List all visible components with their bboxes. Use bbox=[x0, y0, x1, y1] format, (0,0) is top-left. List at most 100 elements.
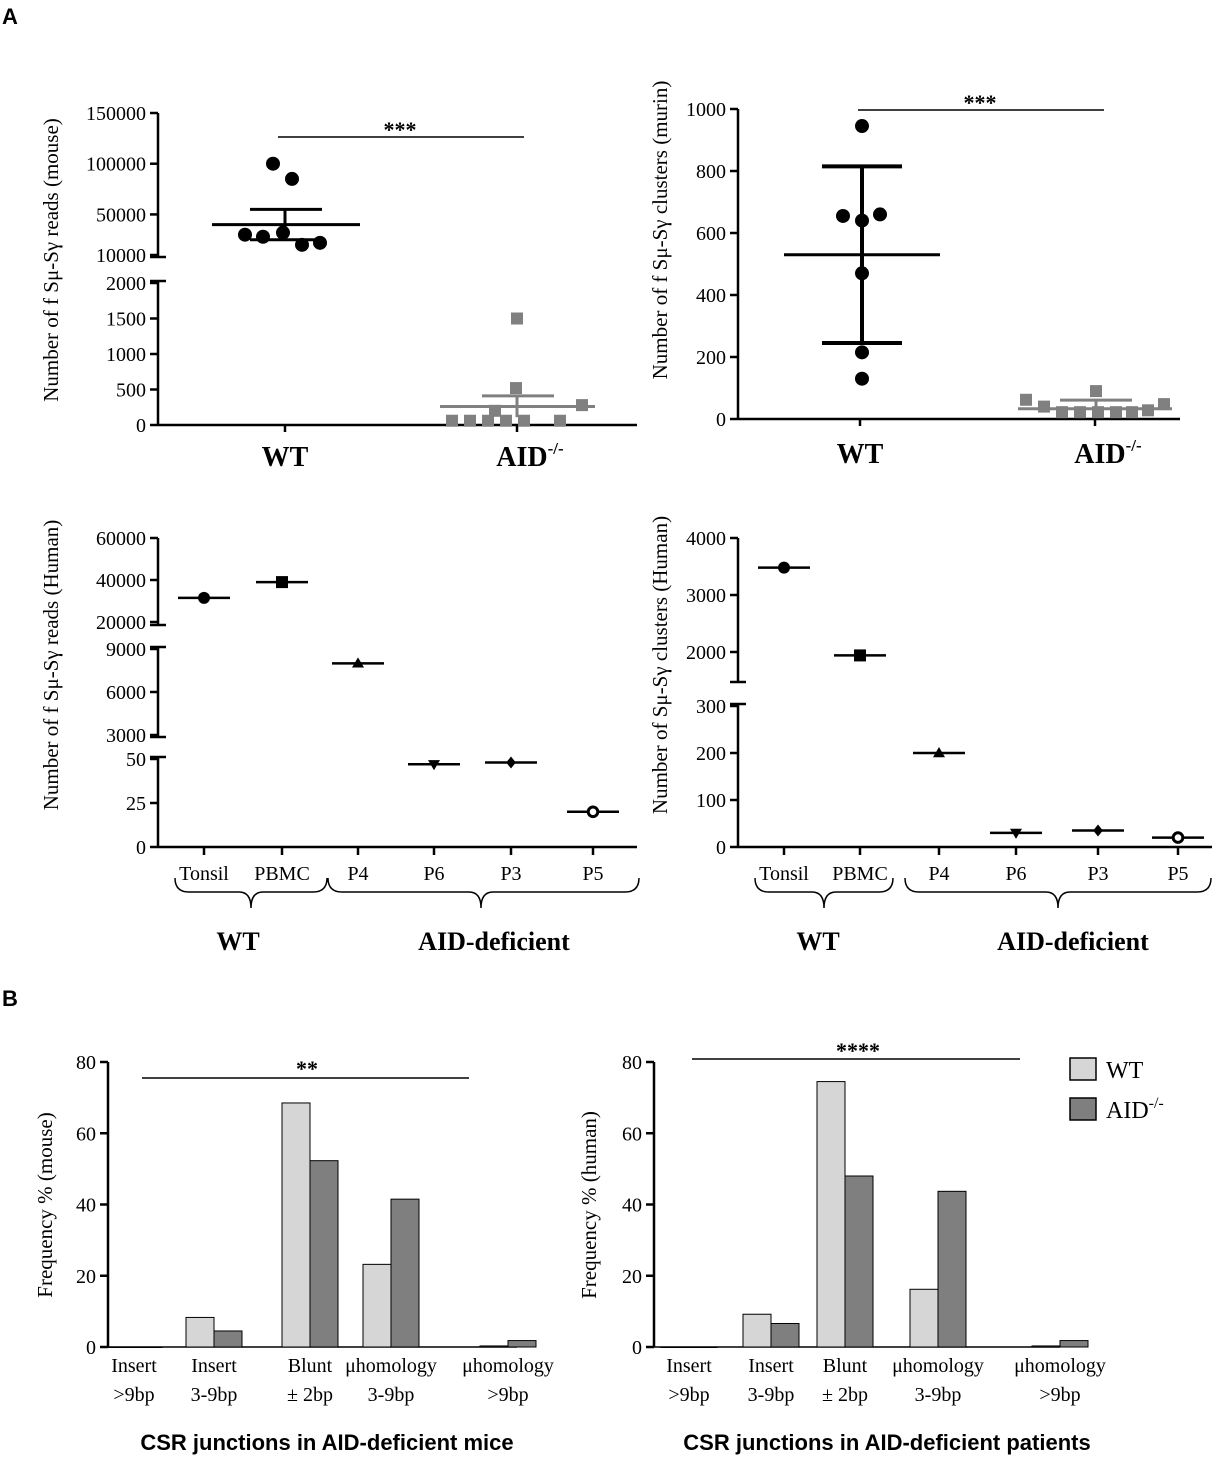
y-tick-label: 150000 bbox=[86, 103, 146, 125]
y-tick-label: 60 bbox=[622, 1123, 642, 1145]
bar-wt bbox=[105, 1346, 135, 1348]
significance-label: *** bbox=[964, 90, 997, 115]
y-tick-label: 0 bbox=[86, 1337, 96, 1359]
group-brace-aid bbox=[904, 877, 1212, 909]
bar-wt bbox=[816, 1081, 846, 1348]
y-axis-label: Number of f Sμ-Sγ reads (mouse) bbox=[39, 118, 63, 402]
data-point-wt bbox=[313, 235, 327, 250]
y-tick-label: 800 bbox=[696, 161, 726, 183]
x-category-wt: WT bbox=[837, 439, 884, 470]
y-tick-label: 0 bbox=[716, 837, 726, 859]
x-tick-label: μhomology bbox=[345, 1355, 437, 1377]
bar-aid bbox=[937, 1190, 967, 1348]
x-tick-label: P5 bbox=[1167, 863, 1188, 885]
chart-title: CSR junctions in AID-deficient patients bbox=[683, 1430, 1090, 1455]
data-point bbox=[1171, 831, 1185, 844]
x-tick-label: Insert bbox=[666, 1355, 712, 1377]
bar-aid bbox=[770, 1322, 800, 1348]
bar-aid bbox=[688, 1346, 718, 1348]
x-tick-label: Tonsil bbox=[759, 863, 809, 885]
data-point bbox=[1010, 828, 1022, 839]
x-tick-label: ± 2bp bbox=[822, 1384, 868, 1406]
y-tick-label: 1000 bbox=[106, 344, 146, 366]
data-point-aid bbox=[464, 414, 476, 427]
x-tick-label: 3-9bp bbox=[915, 1384, 962, 1406]
panel-letter-b: B bbox=[2, 986, 18, 1011]
x-tick-label: >9bp bbox=[668, 1384, 709, 1406]
y-axis-label: Frequency % (mouse) bbox=[33, 1112, 57, 1297]
legend: WT AID-/- bbox=[1069, 1057, 1164, 1124]
y-tick-label: 10000 bbox=[96, 245, 146, 267]
y-tick-label: 3000 bbox=[686, 585, 726, 607]
y-tick-label: 3000 bbox=[106, 725, 146, 747]
x-tick-label: Blunt bbox=[823, 1355, 868, 1377]
y-tick-label: 80 bbox=[76, 1052, 96, 1074]
bar-aid bbox=[133, 1346, 163, 1348]
data-point bbox=[198, 591, 210, 604]
data-point-wt bbox=[295, 237, 309, 252]
x-tick-label: P4 bbox=[347, 863, 368, 885]
x-category-wt: WT bbox=[262, 442, 309, 473]
y-tick-label: 25 bbox=[126, 793, 146, 815]
group-label-aid-deficient: AID-deficient bbox=[997, 927, 1149, 956]
x-category-aid: AID-/- bbox=[496, 439, 564, 473]
chart-mouse-reads: Number of f Sμ-Sγ reads (mouse) 10000500… bbox=[39, 103, 637, 473]
y-tick-label: 600 bbox=[696, 223, 726, 245]
y-tick-label: 1000 bbox=[686, 99, 726, 121]
chart-mouse-clusters: Number of f Sμ-Sγ clusters (murin) 0 200 4… bbox=[648, 81, 1180, 470]
bar-wt bbox=[909, 1288, 939, 1348]
y-tick-label: 60 bbox=[76, 1123, 96, 1145]
data-point-wt bbox=[256, 229, 270, 244]
bar-wt bbox=[1031, 1345, 1061, 1348]
x-category-aid: AID-/- bbox=[1074, 436, 1142, 470]
y-axis-label: Number of Sμ-Sγ clusters (Human) bbox=[648, 516, 672, 814]
x-tick-label: 3-9bp bbox=[748, 1384, 795, 1406]
data-point-aid bbox=[446, 414, 458, 427]
y-tick-label: 80 bbox=[622, 1052, 642, 1074]
group-label-wt: WT bbox=[216, 927, 259, 956]
y-axis-label: Number of f Sμ-Sγ reads (Human) bbox=[39, 520, 63, 811]
bar-aid bbox=[309, 1160, 339, 1348]
x-tick-label: Blunt bbox=[288, 1355, 333, 1377]
bar-wt bbox=[281, 1102, 311, 1348]
x-tick-label: >9bp bbox=[113, 1384, 154, 1406]
bar-aid bbox=[390, 1198, 420, 1348]
x-tick-label: Tonsil bbox=[179, 863, 229, 885]
x-tick-label: 3-9bp bbox=[191, 1384, 238, 1406]
data-point bbox=[276, 576, 288, 589]
data-point-wt bbox=[276, 225, 290, 240]
data-point-wt bbox=[836, 208, 850, 223]
x-tick-label: P3 bbox=[1087, 863, 1108, 885]
x-tick-label: μhomology bbox=[1014, 1355, 1106, 1377]
group-label-wt: WT bbox=[796, 927, 839, 956]
data-point-aid bbox=[500, 414, 512, 427]
x-tick-label: P5 bbox=[582, 863, 603, 885]
x-tick-label: μhomology bbox=[462, 1355, 554, 1377]
y-tick-label: 4000 bbox=[686, 528, 726, 550]
data-point bbox=[586, 805, 600, 819]
y-tick-label: 0 bbox=[632, 1337, 642, 1359]
group-brace-wt bbox=[174, 877, 328, 909]
group-brace-aid bbox=[327, 877, 640, 909]
y-tick-label: 40000 bbox=[96, 570, 146, 592]
significance-label: **** bbox=[836, 1038, 880, 1063]
y-tick-label: 20000 bbox=[96, 612, 146, 634]
legend-swatch-wt bbox=[1069, 1057, 1097, 1081]
significance-label: *** bbox=[384, 117, 417, 142]
legend-label-aid: AID-/- bbox=[1106, 1095, 1164, 1124]
y-tick-label: 100 bbox=[696, 790, 726, 812]
x-tick-label: PBMC bbox=[254, 863, 310, 885]
chart-human-reads: Number of f Sμ-Sγ reads (Human) 20000 400… bbox=[39, 520, 640, 956]
significance-label: ** bbox=[296, 1056, 318, 1081]
panel-letter-a: A bbox=[2, 4, 18, 29]
x-tick-label: PBMC bbox=[832, 863, 888, 885]
x-tick-label: Insert bbox=[191, 1355, 237, 1377]
bar-aid bbox=[507, 1340, 537, 1348]
bar-aid bbox=[213, 1330, 243, 1348]
y-tick-label: 20 bbox=[622, 1266, 642, 1288]
y-tick-label: 0 bbox=[716, 409, 726, 431]
bar-wt bbox=[185, 1316, 215, 1348]
data-point-wt bbox=[238, 227, 252, 242]
bar-wt bbox=[742, 1313, 772, 1348]
